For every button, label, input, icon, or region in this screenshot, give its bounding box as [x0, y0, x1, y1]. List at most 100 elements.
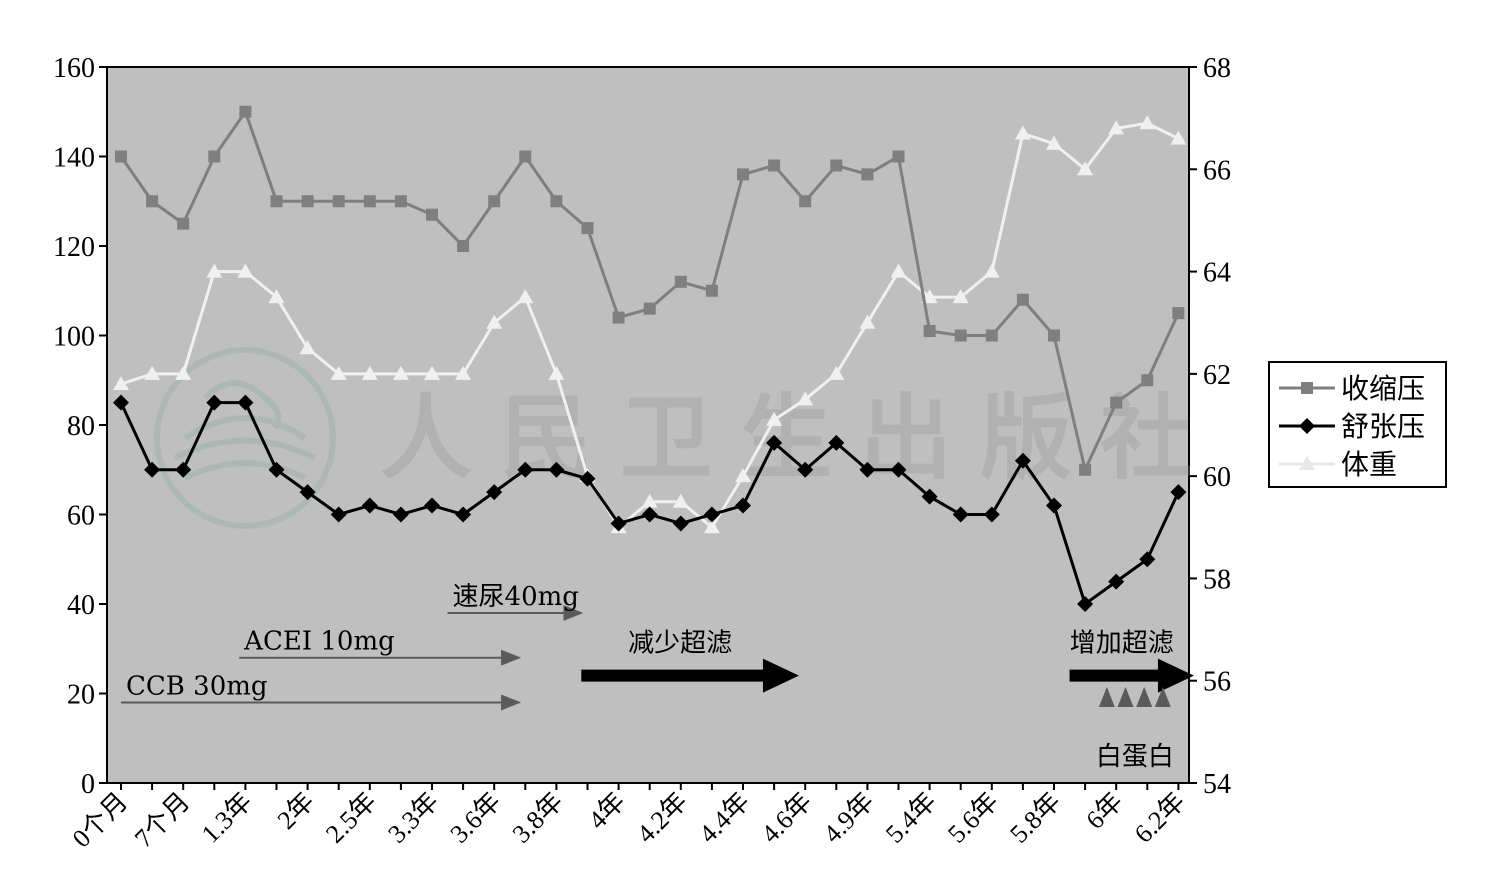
- data-point: [1108, 120, 1125, 135]
- data-point: [861, 168, 874, 181]
- data-point: [457, 240, 470, 252]
- data-point: [270, 195, 283, 208]
- data-point: [488, 195, 501, 208]
- data-point: [330, 365, 347, 380]
- data-point: [175, 461, 192, 478]
- data-point: [237, 263, 254, 278]
- data-point: [1110, 396, 1123, 409]
- data-point: [768, 159, 781, 172]
- data-point: [643, 302, 656, 315]
- data-point: [1077, 596, 1094, 612]
- data-point: [985, 329, 998, 342]
- data-point: [392, 506, 409, 523]
- ccb-label: CCB 30mg: [126, 671, 268, 701]
- y-left-tick-label: 80: [67, 411, 95, 442]
- data-point: [519, 150, 532, 163]
- data-point: [144, 365, 161, 380]
- data-point: [486, 314, 503, 329]
- data-point: [952, 289, 969, 304]
- y-right-tick-label: 56: [1203, 667, 1231, 698]
- data-point: [394, 195, 407, 208]
- x-tick-label: 5.6年: [942, 787, 1004, 849]
- data-point: [268, 461, 285, 478]
- data-point: [921, 289, 938, 304]
- data-point: [206, 263, 223, 278]
- data-point: [921, 488, 938, 505]
- data-point: [641, 493, 658, 508]
- data-point: [177, 217, 190, 230]
- x-tick-label: 5.8年: [1004, 787, 1066, 849]
- y-left-tick-label: 160: [53, 53, 95, 84]
- y-left-tick-label: 120: [53, 232, 95, 263]
- data-point: [859, 461, 876, 478]
- data-point: [424, 365, 440, 380]
- data-point: [208, 150, 221, 163]
- watermark-text: 人民卫生出版社: [380, 384, 1220, 492]
- y-right-tick-label: 64: [1203, 258, 1231, 289]
- data-point: [1108, 573, 1125, 590]
- data-point: [672, 515, 689, 532]
- watermark: 人民卫生出版社: [154, 347, 1220, 529]
- y-right-tick-label: 68: [1203, 53, 1231, 84]
- x-tick-label: 7个月: [129, 787, 195, 853]
- data-point: [737, 168, 749, 181]
- x-tick-label: 3.3年: [382, 787, 444, 849]
- data-point: [828, 365, 845, 380]
- data-point: [799, 195, 812, 208]
- data-point: [674, 275, 687, 288]
- x-tick-label: 4.9年: [818, 787, 880, 849]
- data-point: [735, 468, 751, 483]
- data-point: [1170, 484, 1187, 501]
- data-point: [890, 461, 907, 478]
- data-point: [548, 365, 565, 380]
- x-tick-label: 4.6年: [756, 787, 818, 849]
- data-point: [301, 195, 314, 208]
- increase-uf-label: 增加超滤: [1070, 629, 1174, 659]
- data-point: [455, 365, 472, 380]
- reduce-uf-label: 减少超滤: [628, 629, 732, 659]
- y-right-tick-label: 54: [1203, 769, 1231, 800]
- data-point: [892, 150, 905, 163]
- data-point: [486, 484, 503, 501]
- x-tick-label: 3.8年: [507, 787, 569, 849]
- y-right-tick-label: 62: [1203, 360, 1231, 391]
- data-point: [581, 222, 594, 235]
- data-point: [1079, 463, 1092, 476]
- data-point: [1139, 115, 1156, 130]
- data-point: [517, 461, 534, 478]
- x-tick-label: 6.2年: [1129, 787, 1191, 849]
- data-point: [1016, 293, 1029, 306]
- data-point: [1172, 307, 1185, 320]
- data-point: [332, 195, 345, 208]
- x-tick-label: 4.2年: [631, 787, 693, 849]
- data-point: [1170, 130, 1187, 145]
- data-point: [299, 340, 316, 355]
- data-point: [548, 461, 565, 478]
- data-point: [1048, 329, 1060, 342]
- data-point: [175, 365, 192, 380]
- data-point: [766, 411, 783, 426]
- data-point: [735, 497, 751, 514]
- data-point: [144, 461, 161, 478]
- data-point: [1046, 497, 1062, 514]
- y-left-tick-label: 100: [53, 322, 95, 353]
- data-point: [830, 159, 843, 172]
- legend-label: 收缩压: [1341, 372, 1425, 405]
- data-point: [797, 391, 814, 406]
- y-left-tick-label: 40: [67, 590, 95, 621]
- y-right-tick-label: 58: [1203, 564, 1231, 595]
- legend-label: 体重: [1341, 448, 1397, 481]
- data-point: [612, 311, 625, 324]
- series-weight: [113, 115, 1187, 534]
- series-diastolic: [113, 394, 1187, 612]
- series-systolic: [115, 105, 1185, 476]
- x-tick-label: 4年: [583, 787, 631, 835]
- data-point: [113, 394, 129, 411]
- data-point: [268, 289, 285, 304]
- y-left-tick-label: 140: [53, 143, 95, 174]
- x-tick-label: 4.4年: [693, 787, 755, 849]
- y-left-tick-label: 60: [67, 501, 95, 532]
- data-point: [923, 325, 936, 338]
- data-point: [424, 497, 440, 514]
- data-point: [550, 195, 563, 208]
